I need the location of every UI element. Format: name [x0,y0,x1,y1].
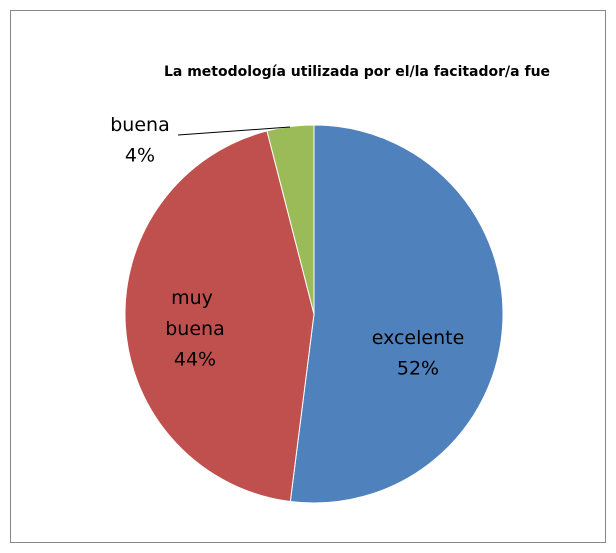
slice-category-label: buena [110,114,169,136]
slice-value-label: 4% [125,145,155,167]
slice-value-label: 52% [397,358,439,380]
pie-slice [266,124,315,315]
pie-slice [124,130,315,503]
slice-category-label: excelente [372,327,465,349]
slice-category-label: muy buena [165,287,224,340]
chart-title: La metodología utilizada por el/la facit… [164,64,550,80]
pie-slice [289,124,504,504]
leader-line [177,126,291,136]
slice-value-label: 44% [174,349,216,371]
